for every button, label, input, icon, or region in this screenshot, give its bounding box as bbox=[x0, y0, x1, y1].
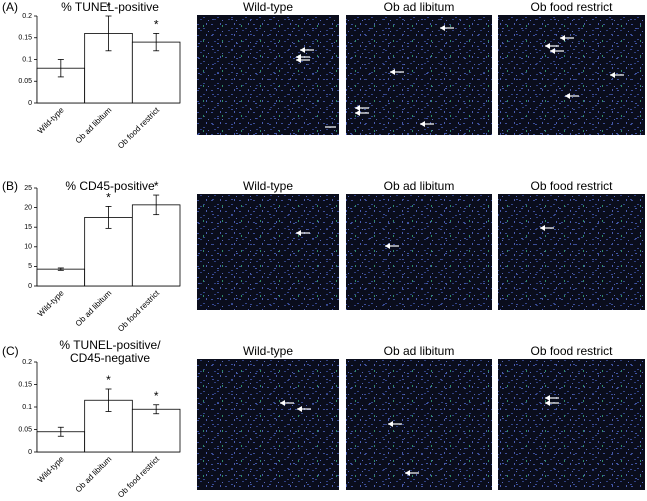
arrow-head bbox=[280, 400, 285, 406]
y-tick-label: 25 bbox=[24, 185, 32, 192]
significance-mark: * bbox=[154, 389, 159, 403]
y-tick-label: 0.15 bbox=[18, 35, 32, 42]
micrograph-texture bbox=[346, 194, 492, 310]
x-tick-label: Wild-type bbox=[36, 105, 66, 135]
x-tick-label: Wild-type bbox=[36, 288, 66, 318]
micrograph-texture bbox=[197, 359, 339, 490]
y-tick-label: 0.15 bbox=[18, 381, 32, 388]
image-title: Ob ad libitum bbox=[384, 0, 455, 14]
image-title: Ob ad libitum bbox=[384, 179, 455, 193]
arrow-head bbox=[545, 400, 550, 406]
arrow-head bbox=[405, 470, 410, 476]
significance-mark: * bbox=[106, 373, 111, 387]
y-tick-label: 0 bbox=[28, 100, 32, 107]
panel-label: (B) bbox=[2, 179, 18, 193]
arrow-head bbox=[297, 406, 302, 412]
arrow-head bbox=[560, 35, 565, 41]
significance-mark: * bbox=[106, 191, 111, 205]
y-tick-label: 5 bbox=[28, 263, 32, 270]
image-title: Ob ad libitum bbox=[384, 344, 455, 358]
chart-title: % CD45-positive bbox=[65, 179, 155, 193]
image-title: Ob food restrict bbox=[530, 0, 613, 14]
image-title: Ob food restrict bbox=[530, 344, 613, 358]
micrograph-texture bbox=[498, 359, 645, 490]
arrow-head bbox=[550, 48, 555, 54]
y-tick-label: 0.05 bbox=[18, 426, 32, 433]
bar bbox=[131, 408, 181, 453]
x-tick-label: Ob ad libitum bbox=[74, 288, 114, 328]
significance-mark: * bbox=[154, 18, 159, 32]
chart-title: % TUNEL-positive/ bbox=[59, 338, 161, 352]
arrow-head bbox=[385, 243, 390, 249]
chart-title: % TUNEL-positive bbox=[61, 0, 159, 14]
y-tick-label: 0.1 bbox=[22, 404, 32, 411]
arrow-head bbox=[420, 121, 425, 127]
y-tick-label: 0.1 bbox=[22, 56, 32, 63]
bar bbox=[36, 268, 86, 287]
y-tick-label: 0 bbox=[28, 449, 32, 456]
y-tick-label: 0 bbox=[28, 283, 32, 290]
arrow-head bbox=[296, 230, 301, 236]
y-tick-label: 0.05 bbox=[18, 78, 32, 85]
x-tick-label: Ob food restrict bbox=[116, 454, 162, 500]
arrow-head bbox=[390, 69, 395, 75]
arrow-head bbox=[355, 110, 360, 116]
y-tick-label: 0.2 bbox=[22, 13, 32, 20]
x-tick-label: Ob ad libitum bbox=[74, 105, 114, 145]
arrow-head bbox=[388, 421, 393, 427]
micrograph-texture bbox=[346, 359, 492, 490]
image-title: Ob food restrict bbox=[530, 179, 613, 193]
arrow-head bbox=[540, 225, 545, 231]
arrow-head bbox=[296, 57, 301, 63]
arrow-head bbox=[545, 395, 550, 401]
arrow-head bbox=[610, 72, 615, 78]
y-tick-label: 10 bbox=[24, 244, 32, 251]
micrograph-texture bbox=[197, 194, 339, 310]
micrograph-texture bbox=[498, 194, 645, 310]
micrograph-texture bbox=[346, 15, 492, 135]
micrograph-texture bbox=[197, 15, 339, 135]
panel-label: (C) bbox=[2, 344, 19, 358]
x-tick-label: Ob ad libitum bbox=[74, 454, 114, 494]
image-title: Wild-type bbox=[243, 344, 293, 358]
arrow-head bbox=[440, 25, 445, 31]
x-tick-label: Ob food restrict bbox=[116, 105, 162, 151]
significance-mark: * bbox=[154, 179, 159, 193]
arrow-head bbox=[300, 47, 305, 53]
arrow-head bbox=[355, 105, 360, 111]
bar bbox=[84, 33, 133, 104]
panel-label: (A) bbox=[2, 0, 18, 14]
arrow-head bbox=[565, 93, 570, 99]
image-title: Wild-type bbox=[243, 179, 293, 193]
image-title: Wild-type bbox=[243, 0, 293, 14]
bar bbox=[131, 41, 181, 104]
bar bbox=[131, 204, 181, 287]
chart-title: CD45-negative bbox=[70, 351, 150, 365]
x-tick-label: Ob food restrict bbox=[116, 288, 162, 334]
y-tick-label: 0.2 bbox=[22, 359, 32, 366]
y-tick-label: 15 bbox=[24, 224, 32, 231]
bar bbox=[84, 216, 133, 287]
y-tick-label: 20 bbox=[24, 204, 32, 211]
arrow-head bbox=[545, 43, 550, 49]
significance-mark: * bbox=[106, 0, 111, 14]
x-tick-label: Wild-type bbox=[36, 454, 66, 484]
